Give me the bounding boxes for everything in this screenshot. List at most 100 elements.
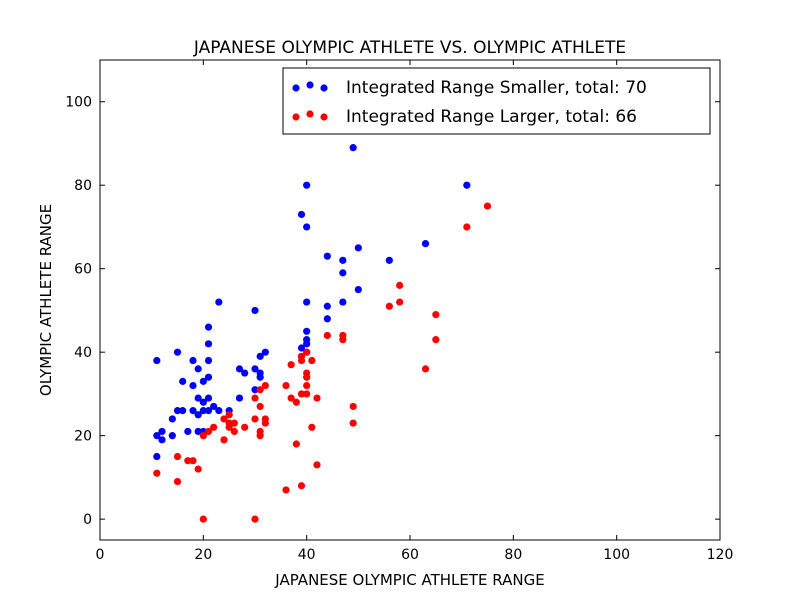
data-point-s1-22: [256, 402, 264, 411]
data-point-s1-38: [303, 348, 311, 356]
legend-box: [282, 67, 711, 135]
data-point-s1-52: [385, 302, 393, 310]
data-point-s0-21: [199, 407, 207, 415]
legend-marker: [320, 113, 328, 121]
data-point-s1-16: [230, 419, 238, 427]
y-tick-label: 100: [65, 95, 92, 111]
legend-entry-1: Integrated Range Larger, total: 66: [292, 107, 637, 127]
data-point-s0-10: [179, 407, 187, 415]
legend: Integrated Range Smaller, total: 70 Integ…: [282, 67, 711, 135]
data-point-s1-49: [339, 336, 347, 344]
data-point-s0-24: [204, 340, 213, 348]
data-point-s1-32: [292, 398, 300, 406]
data-point-s0-7: [173, 348, 182, 356]
legend-entry-0: Integrated Range Smaller, total: 70: [292, 78, 647, 98]
data-point-s0-39: [256, 352, 264, 360]
data-point-s0-56: [339, 269, 347, 277]
legend-marker: [306, 81, 314, 89]
data-point-s1-17: [241, 423, 249, 431]
data-point-s0-15: [194, 365, 202, 373]
y-tick-label: 40: [74, 345, 92, 361]
data-point-s0-41: [256, 373, 264, 381]
x-axis-label: JAPANESE OLYMPIC ATHLETE RANGE: [274, 571, 544, 589]
data-point-s1-29: [282, 486, 290, 494]
data-point-s0-18: [194, 411, 202, 419]
data-point-s1-58: [463, 223, 471, 231]
data-point-s0-37: [251, 365, 259, 373]
data-point-s0-35: [241, 369, 249, 377]
data-point-s0-57: [339, 298, 347, 306]
data-point-s0-4: [158, 436, 166, 444]
y-tick-label: 60: [74, 262, 92, 278]
data-point-s0-25: [204, 356, 213, 365]
data-point-s0-13: [189, 381, 197, 390]
data-point-s1-47: [323, 331, 331, 340]
data-point-s1-56: [432, 311, 440, 319]
data-point-s0-34: [235, 394, 244, 402]
data-point-s0-2: [153, 452, 161, 461]
data-point-s1-19: [251, 415, 259, 423]
data-point-s0-20: [199, 398, 207, 406]
data-point-s0-3: [158, 427, 166, 436]
data-point-s0-47: [303, 298, 311, 306]
plot-marks: [153, 144, 492, 523]
data-point-s1-46: [313, 461, 321, 469]
x-tick-label: 20: [194, 547, 212, 563]
y-axis-label: OLYMPIC ATHLETE RANGE: [37, 204, 55, 396]
data-point-s1-21: [256, 386, 264, 394]
data-point-s0-30: [215, 298, 223, 306]
data-point-s1-2: [173, 477, 182, 486]
data-point-s1-24: [256, 432, 264, 440]
x-tick-label: 120: [707, 547, 734, 563]
data-point-s0-58: [349, 144, 357, 152]
data-point-s1-36: [297, 390, 306, 398]
data-point-s0-50: [303, 340, 311, 348]
x-axis-ticks: 0 20 40 60 80 100 120: [96, 60, 734, 563]
data-point-s1-28: [282, 381, 290, 390]
data-point-s0-43: [297, 210, 306, 219]
data-point-s1-59: [483, 202, 492, 210]
data-point-s1-51: [349, 419, 357, 427]
data-point-s0-28: [204, 407, 213, 415]
data-point-s0-27: [204, 394, 213, 402]
data-point-s0-12: [189, 356, 197, 365]
data-point-s1-8: [204, 427, 213, 436]
data-point-s0-11: [184, 427, 192, 436]
data-point-s0-29: [210, 402, 218, 411]
data-point-s0-42: [261, 348, 269, 356]
data-point-s1-6: [199, 432, 207, 440]
legend-label: Integrated Range Larger, total: 66: [346, 107, 637, 127]
data-point-s1-55: [421, 365, 430, 373]
legend-marker: [292, 84, 300, 92]
data-point-s0-53: [323, 302, 331, 310]
y-tick-label: 20: [74, 429, 92, 445]
data-point-s1-42: [303, 390, 311, 398]
data-point-s0-60: [354, 285, 362, 294]
data-point-s1-20: [251, 515, 259, 523]
data-point-s0-14: [189, 407, 197, 415]
data-point-s1-53: [396, 281, 404, 289]
data-point-s0-5: [168, 432, 176, 440]
data-point-s1-50: [349, 402, 357, 411]
x-tick-label: 0: [96, 547, 105, 563]
data-point-s0-1: [153, 432, 161, 440]
data-point-s1-41: [303, 381, 311, 390]
data-point-s0-31: [215, 407, 223, 415]
data-point-s0-16: [194, 394, 202, 402]
data-point-s1-12: [225, 411, 233, 419]
data-point-s1-40: [303, 373, 311, 381]
data-point-s1-31: [287, 394, 295, 402]
data-point-s0-63: [463, 181, 471, 189]
data-point-s1-3: [184, 457, 192, 465]
data-point-s1-45: [313, 394, 321, 402]
x-tick-label: 40: [298, 547, 316, 563]
data-point-s1-0: [153, 469, 161, 477]
data-point-s1-9: [210, 423, 218, 431]
data-point-s0-9: [179, 377, 187, 385]
data-point-s1-18: [251, 394, 259, 402]
data-point-s0-19: [199, 377, 207, 385]
data-point-s1-27: [261, 419, 269, 427]
data-point-s1-44: [308, 423, 316, 431]
data-point-s0-33: [235, 365, 244, 373]
legend-marker: [320, 84, 328, 92]
